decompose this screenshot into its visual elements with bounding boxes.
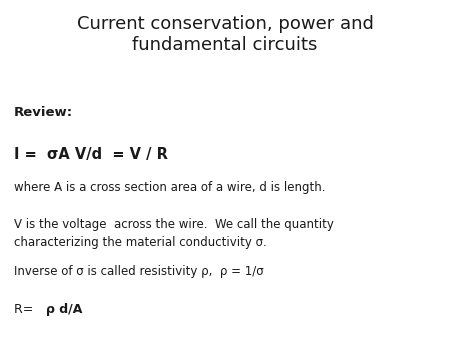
Text: Inverse of σ is called resistivity ρ,  ρ = 1/σ: Inverse of σ is called resistivity ρ, ρ …	[14, 265, 263, 278]
Text: where A is a cross section area of a wire, d is length.: where A is a cross section area of a wir…	[14, 181, 325, 194]
Text: I =  σA V/d  = V / R: I = σA V/d = V / R	[14, 147, 167, 162]
Text: ρ d/A: ρ d/A	[46, 303, 82, 315]
Text: V is the voltage  across the wire.  We call the quantity
characterizing the mate: V is the voltage across the wire. We cal…	[14, 218, 333, 249]
Text: Review:: Review:	[14, 106, 72, 119]
Text: Current conservation, power and
fundamental circuits: Current conservation, power and fundamen…	[76, 15, 373, 54]
Text: R=: R=	[14, 303, 37, 315]
